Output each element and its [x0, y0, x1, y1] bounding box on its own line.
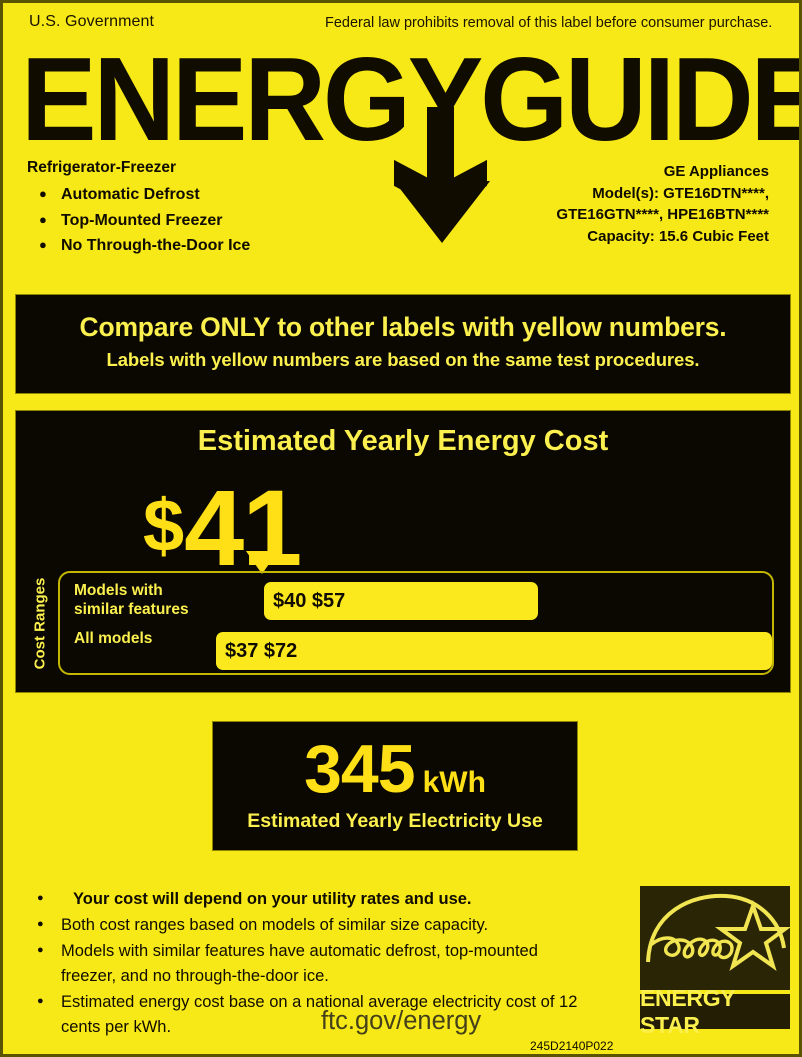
federal-law-notice: Federal law prohibits removal of this la…	[325, 15, 773, 31]
range-label-line-1: All models	[74, 630, 153, 647]
list-item: No Through-the-Door Ice	[39, 232, 387, 259]
range-label-similar-features: Models with similar features	[74, 581, 224, 619]
us-government-text: U.S. Government	[29, 13, 155, 30]
range-bar-all-models: $37 $72	[216, 632, 772, 670]
arc-icon	[646, 893, 786, 963]
cost-ranges-label-text: Cost Ranges	[31, 577, 49, 669]
catalog-code: 245D2140P022	[530, 1039, 614, 1053]
energyguide-wordmark-area: ENERGYGUIDE	[3, 41, 799, 160]
energy-star-graphic	[646, 893, 790, 971]
cost-panel-title: Estimated Yearly Energy Cost	[197, 425, 609, 457]
electricity-use-value: 345	[304, 731, 415, 807]
cost-amount: 41	[184, 467, 302, 588]
star-icon	[714, 899, 790, 971]
compare-banner: Compare ONLY to other labels with yellow…	[15, 294, 791, 394]
energy-star-emblem	[640, 886, 790, 990]
currency-symbol: $	[143, 484, 185, 567]
cost-ranges-box: Models with similar features $40 $57 All…	[58, 571, 774, 675]
compare-headline: Compare ONLY to other labels with yellow…	[79, 312, 727, 342]
electricity-use-unit: kWh	[422, 766, 486, 799]
table-row: Models with similar features $40 $57	[60, 577, 776, 625]
product-feature-list: Automatic Defrost Top-Mounted Freezer No…	[27, 181, 387, 259]
list-item: Models with similar features have automa…	[35, 938, 595, 989]
label-header: U.S. Government Federal law prohibits re…	[3, 13, 799, 39]
table-row: All models $37 $72	[60, 625, 776, 673]
cost-position-pointer-icon	[246, 551, 278, 574]
list-item: Both cost ranges based on models of simi…	[35, 912, 595, 938]
electricity-use-row: 345 kWh	[213, 730, 577, 808]
brand-name: GE Appliances	[663, 163, 769, 180]
energy-star-wordmark-bar: ENERGY STAR	[640, 985, 790, 1038]
model-line-1: Model(s): GTE16DTN****,	[592, 184, 769, 202]
energyguide-wordmark: ENERGYGUIDE	[21, 34, 802, 167]
estimated-yearly-electricity-use-panel: 345 kWh Estimated Yearly Electricity Use	[212, 721, 578, 851]
arrow-head	[394, 181, 490, 243]
model-line-2: GTE16GTN****, HPE16BTN****	[556, 206, 769, 223]
range-label-all-models: All models	[74, 629, 224, 648]
compare-subtext: Labels with yellow numbers are based on …	[106, 349, 700, 370]
footnote-list: Your cost will depend on your utility ra…	[35, 886, 595, 1041]
range-label-line-2: similar features	[74, 601, 189, 618]
energy-star-wordmark: ENERGY STAR	[640, 984, 735, 1038]
product-info: Refrigerator-Freezer Automatic Defrost T…	[27, 159, 387, 259]
range-values-all-models: $37 $72	[225, 639, 298, 662]
range-label-line-1: Models with	[74, 582, 163, 599]
yearly-cost-value: $41	[143, 465, 302, 590]
list-item: Estimated energy cost base on a national…	[35, 989, 595, 1040]
capacity-text: Capacity: 15.6 Cubic Feet	[587, 227, 769, 245]
electricity-use-caption: Estimated Yearly Electricity Use	[247, 810, 543, 832]
energy-star-logo: ENERGY STAR	[640, 886, 790, 1038]
manufacturer-model-info: GE Appliances Model(s): GTE16DTN****, GT…	[556, 161, 769, 247]
range-bar-similar-features: $40 $57	[264, 582, 538, 620]
down-arrow-icon	[394, 107, 490, 245]
energy-script-text	[650, 936, 734, 960]
estimated-yearly-energy-cost-panel: Estimated Yearly Energy Cost $41 Cost Ra…	[15, 410, 791, 693]
range-values-similar-features: $40 $57	[273, 589, 346, 612]
list-item: Automatic Defrost	[39, 181, 387, 208]
ftc-energy-url[interactable]: ftc.gov/energy	[321, 1007, 482, 1035]
list-item: Your cost will depend on your utility ra…	[35, 886, 595, 912]
cost-ranges-axis-label: Cost Ranges	[28, 571, 52, 675]
product-type: Refrigerator-Freezer	[27, 159, 177, 176]
list-item: Top-Mounted Freezer	[39, 207, 387, 234]
